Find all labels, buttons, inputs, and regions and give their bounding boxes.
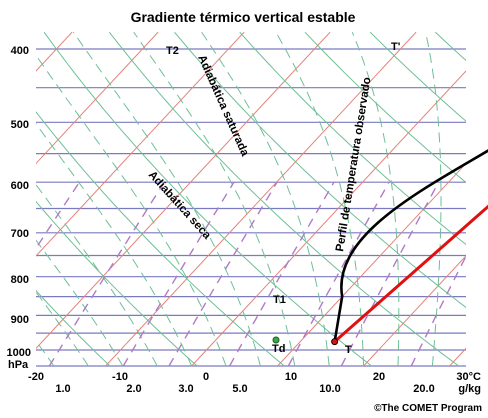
td-marker bbox=[272, 336, 280, 344]
dry-adiabat-line bbox=[174, 32, 466, 309]
isotherm-line bbox=[105, 32, 417, 367]
mixing-ratio-line bbox=[410, 254, 466, 367]
moist-adiabat-line bbox=[36, 54, 227, 367]
dry-adiabat-line bbox=[43, 32, 372, 367]
dry-adiabat-line bbox=[108, 32, 460, 367]
temperature-tick: -10 bbox=[112, 371, 128, 383]
moist-adiabat-line bbox=[133, 32, 296, 367]
moist-adiabat-lines bbox=[36, 32, 442, 367]
pressure-tick: 400 bbox=[11, 45, 29, 57]
pressure-tick: 500 bbox=[11, 119, 29, 131]
mixing-ratio-tick: 20.0 bbox=[413, 383, 434, 395]
mixing-ratio-lines bbox=[36, 181, 466, 367]
mixing-ratio-line bbox=[287, 181, 390, 367]
credit-text: ©The COMET Program bbox=[374, 403, 482, 414]
pressure-tick: 800 bbox=[11, 274, 29, 286]
moist-adiabat-line bbox=[201, 32, 330, 367]
isotherm-line bbox=[36, 32, 331, 350]
mixing-ratio-unit: g/kg bbox=[458, 383, 481, 395]
moist-adiabat-line bbox=[72, 32, 261, 367]
t2-label: T2 bbox=[166, 45, 179, 57]
pressure-tick: 700 bbox=[11, 228, 29, 240]
isotherm-line bbox=[277, 162, 466, 367]
observed-temperature-profile bbox=[333, 204, 488, 344]
t-label: T bbox=[345, 344, 352, 356]
mixing-ratio-tick: 2.0 bbox=[126, 383, 141, 395]
moist-adiabat-line bbox=[425, 32, 442, 367]
dry-adiabat-line bbox=[36, 200, 198, 367]
moist-adiabat-line bbox=[36, 122, 193, 367]
mixing-ratio-tick: 1.0 bbox=[55, 383, 70, 395]
parcel-path bbox=[333, 149, 488, 343]
td-label: Td bbox=[272, 343, 285, 355]
isobar-lines bbox=[36, 48, 466, 367]
isotherm-line bbox=[363, 255, 466, 367]
mixing-ratio-line bbox=[168, 181, 278, 367]
isotherm-line bbox=[36, 32, 245, 257]
temperature-tick: 20 bbox=[373, 371, 385, 383]
pressure-tick: 600 bbox=[11, 180, 29, 192]
mixing-ratio-line bbox=[340, 181, 440, 367]
t-prime-label: T' bbox=[391, 41, 401, 53]
temperature-tick: 10 bbox=[285, 371, 297, 383]
t1-label: T1 bbox=[273, 294, 286, 306]
mixing-ratio-tick: 3.0 bbox=[178, 383, 193, 395]
dry-adiabat-line bbox=[36, 111, 285, 367]
isotherm-lines bbox=[36, 32, 466, 367]
t-marker bbox=[331, 338, 339, 346]
temperature-tick: 0 bbox=[203, 371, 209, 383]
dry-adiabat-line bbox=[36, 289, 111, 367]
moist-adiabat-line bbox=[351, 32, 400, 366]
mixing-ratio-tick: 5.0 bbox=[232, 383, 247, 395]
temperature-tick: -20 bbox=[28, 371, 44, 383]
moist-adiabat-line bbox=[275, 32, 365, 367]
pressure-unit: hPa bbox=[8, 359, 29, 371]
temperature-unit: 30°C bbox=[456, 371, 481, 383]
thermodynamic-grid bbox=[36, 32, 466, 367]
dry-adiabat-line bbox=[369, 32, 466, 122]
dry-adiabat-line bbox=[304, 32, 466, 184]
isotherm-line bbox=[36, 32, 159, 165]
mixing-ratio-tick: 10.0 bbox=[319, 383, 340, 395]
pressure-tick: 1000 bbox=[7, 347, 31, 359]
diagram-title: Gradiente térmico vertical estable bbox=[131, 9, 356, 25]
dry-adiabat-line bbox=[239, 32, 466, 246]
dry-adiabat-lines bbox=[36, 32, 466, 367]
mixing-ratio-line bbox=[228, 181, 335, 367]
moist-adiabat-line bbox=[36, 183, 158, 367]
isotherm-line bbox=[191, 70, 466, 367]
pressure-tick: 900 bbox=[11, 314, 29, 326]
